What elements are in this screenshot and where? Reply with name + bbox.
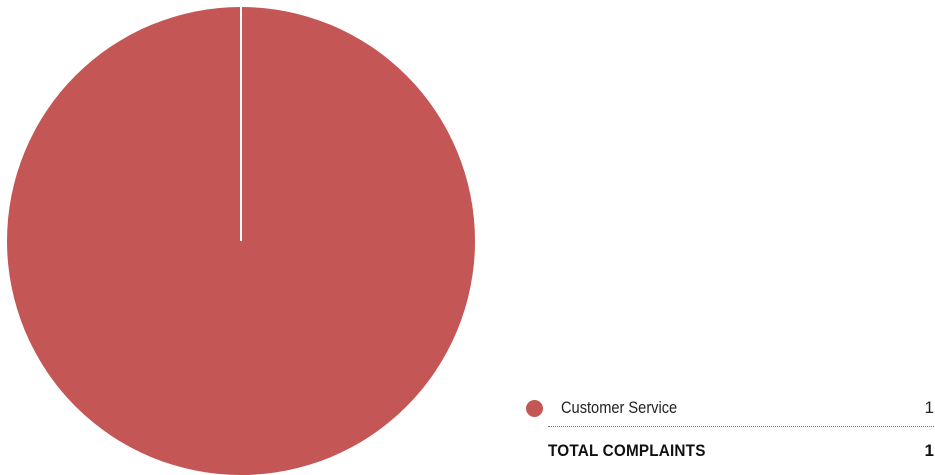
legend-total-row: TOTAL COMPLAINTS 1 xyxy=(548,431,934,471)
total-complaints-value: 1 xyxy=(924,441,934,460)
legend-divider xyxy=(548,426,934,427)
pie-chart xyxy=(7,6,475,475)
legend-item-value: 1 xyxy=(924,398,934,417)
total-complaints-label: TOTAL COMPLAINTS xyxy=(548,441,706,460)
legend-item-customer-service[interactable]: Customer Service 1 xyxy=(526,390,934,426)
legend-swatch xyxy=(526,399,543,417)
legend-item-label: Customer Service xyxy=(561,398,678,417)
legend: Customer Service 1 TOTAL COMPLAINTS 1 xyxy=(526,390,934,471)
